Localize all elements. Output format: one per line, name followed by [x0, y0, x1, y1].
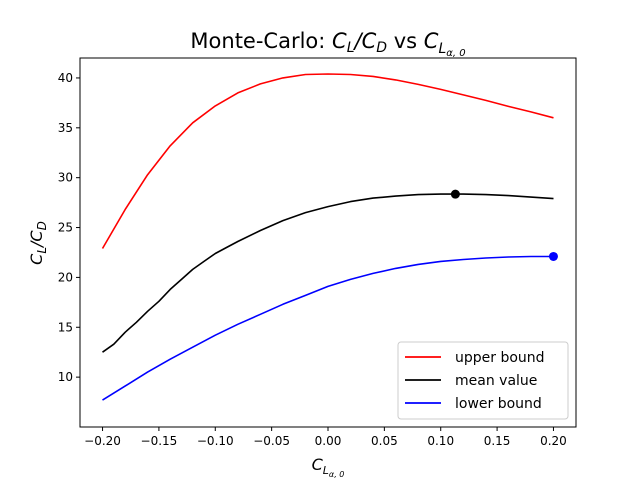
x-tick-label: −0.15	[141, 434, 178, 448]
x-tick-label: 0.05	[371, 434, 398, 448]
y-tick-label: 40	[58, 71, 73, 85]
y-tick-label: 30	[58, 171, 73, 185]
chart-title: Monte-Carlo: CL/CD vs CLα, 0	[190, 29, 465, 59]
x-axis-label: CLα, 0	[312, 455, 345, 479]
legend-label-mean-value: mean value	[455, 373, 537, 389]
marker-layer	[450, 189, 558, 261]
legend-box	[397, 341, 569, 420]
legend: upper bound mean value lower bound	[397, 341, 569, 420]
x-tick-label: −0.20	[84, 434, 121, 448]
x-tick-label: −0.10	[197, 434, 234, 448]
x-tick-label: 0.10	[427, 434, 454, 448]
y-tick-label: 15	[58, 320, 73, 334]
y-axis-label: CL/CD	[27, 221, 49, 265]
y-axis: 10 15 20 25 30 35 40	[58, 71, 80, 384]
marker-mean-value	[450, 189, 460, 199]
legend-label-lower-bound: lower bound	[455, 396, 542, 412]
plot-area: −0.20 −0.15 −0.10 −0.05 0.00 0.05 0.10 0.15 0.20…	[58, 57, 577, 448]
x-tick-label: 0.20	[540, 434, 567, 448]
y-tick-label: 25	[58, 221, 73, 235]
x-tick-label: −0.05	[253, 434, 290, 448]
marker-lower-bound	[548, 251, 558, 261]
y-tick-label: 20	[58, 270, 73, 284]
legend-label-upper-bound: upper bound	[455, 350, 545, 366]
x-tick-label: 0.15	[484, 434, 511, 448]
series-line-lower-bound	[102, 255, 554, 401]
y-tick-label: 10	[58, 370, 73, 384]
series-line-upper-bound	[101, 73, 554, 249]
x-axis: −0.20 −0.15 −0.10 −0.05 0.00 0.05 0.10 0.15 0.20	[84, 427, 567, 448]
x-tick-label: 0.00	[315, 434, 342, 448]
y-tick-label: 35	[58, 121, 73, 135]
